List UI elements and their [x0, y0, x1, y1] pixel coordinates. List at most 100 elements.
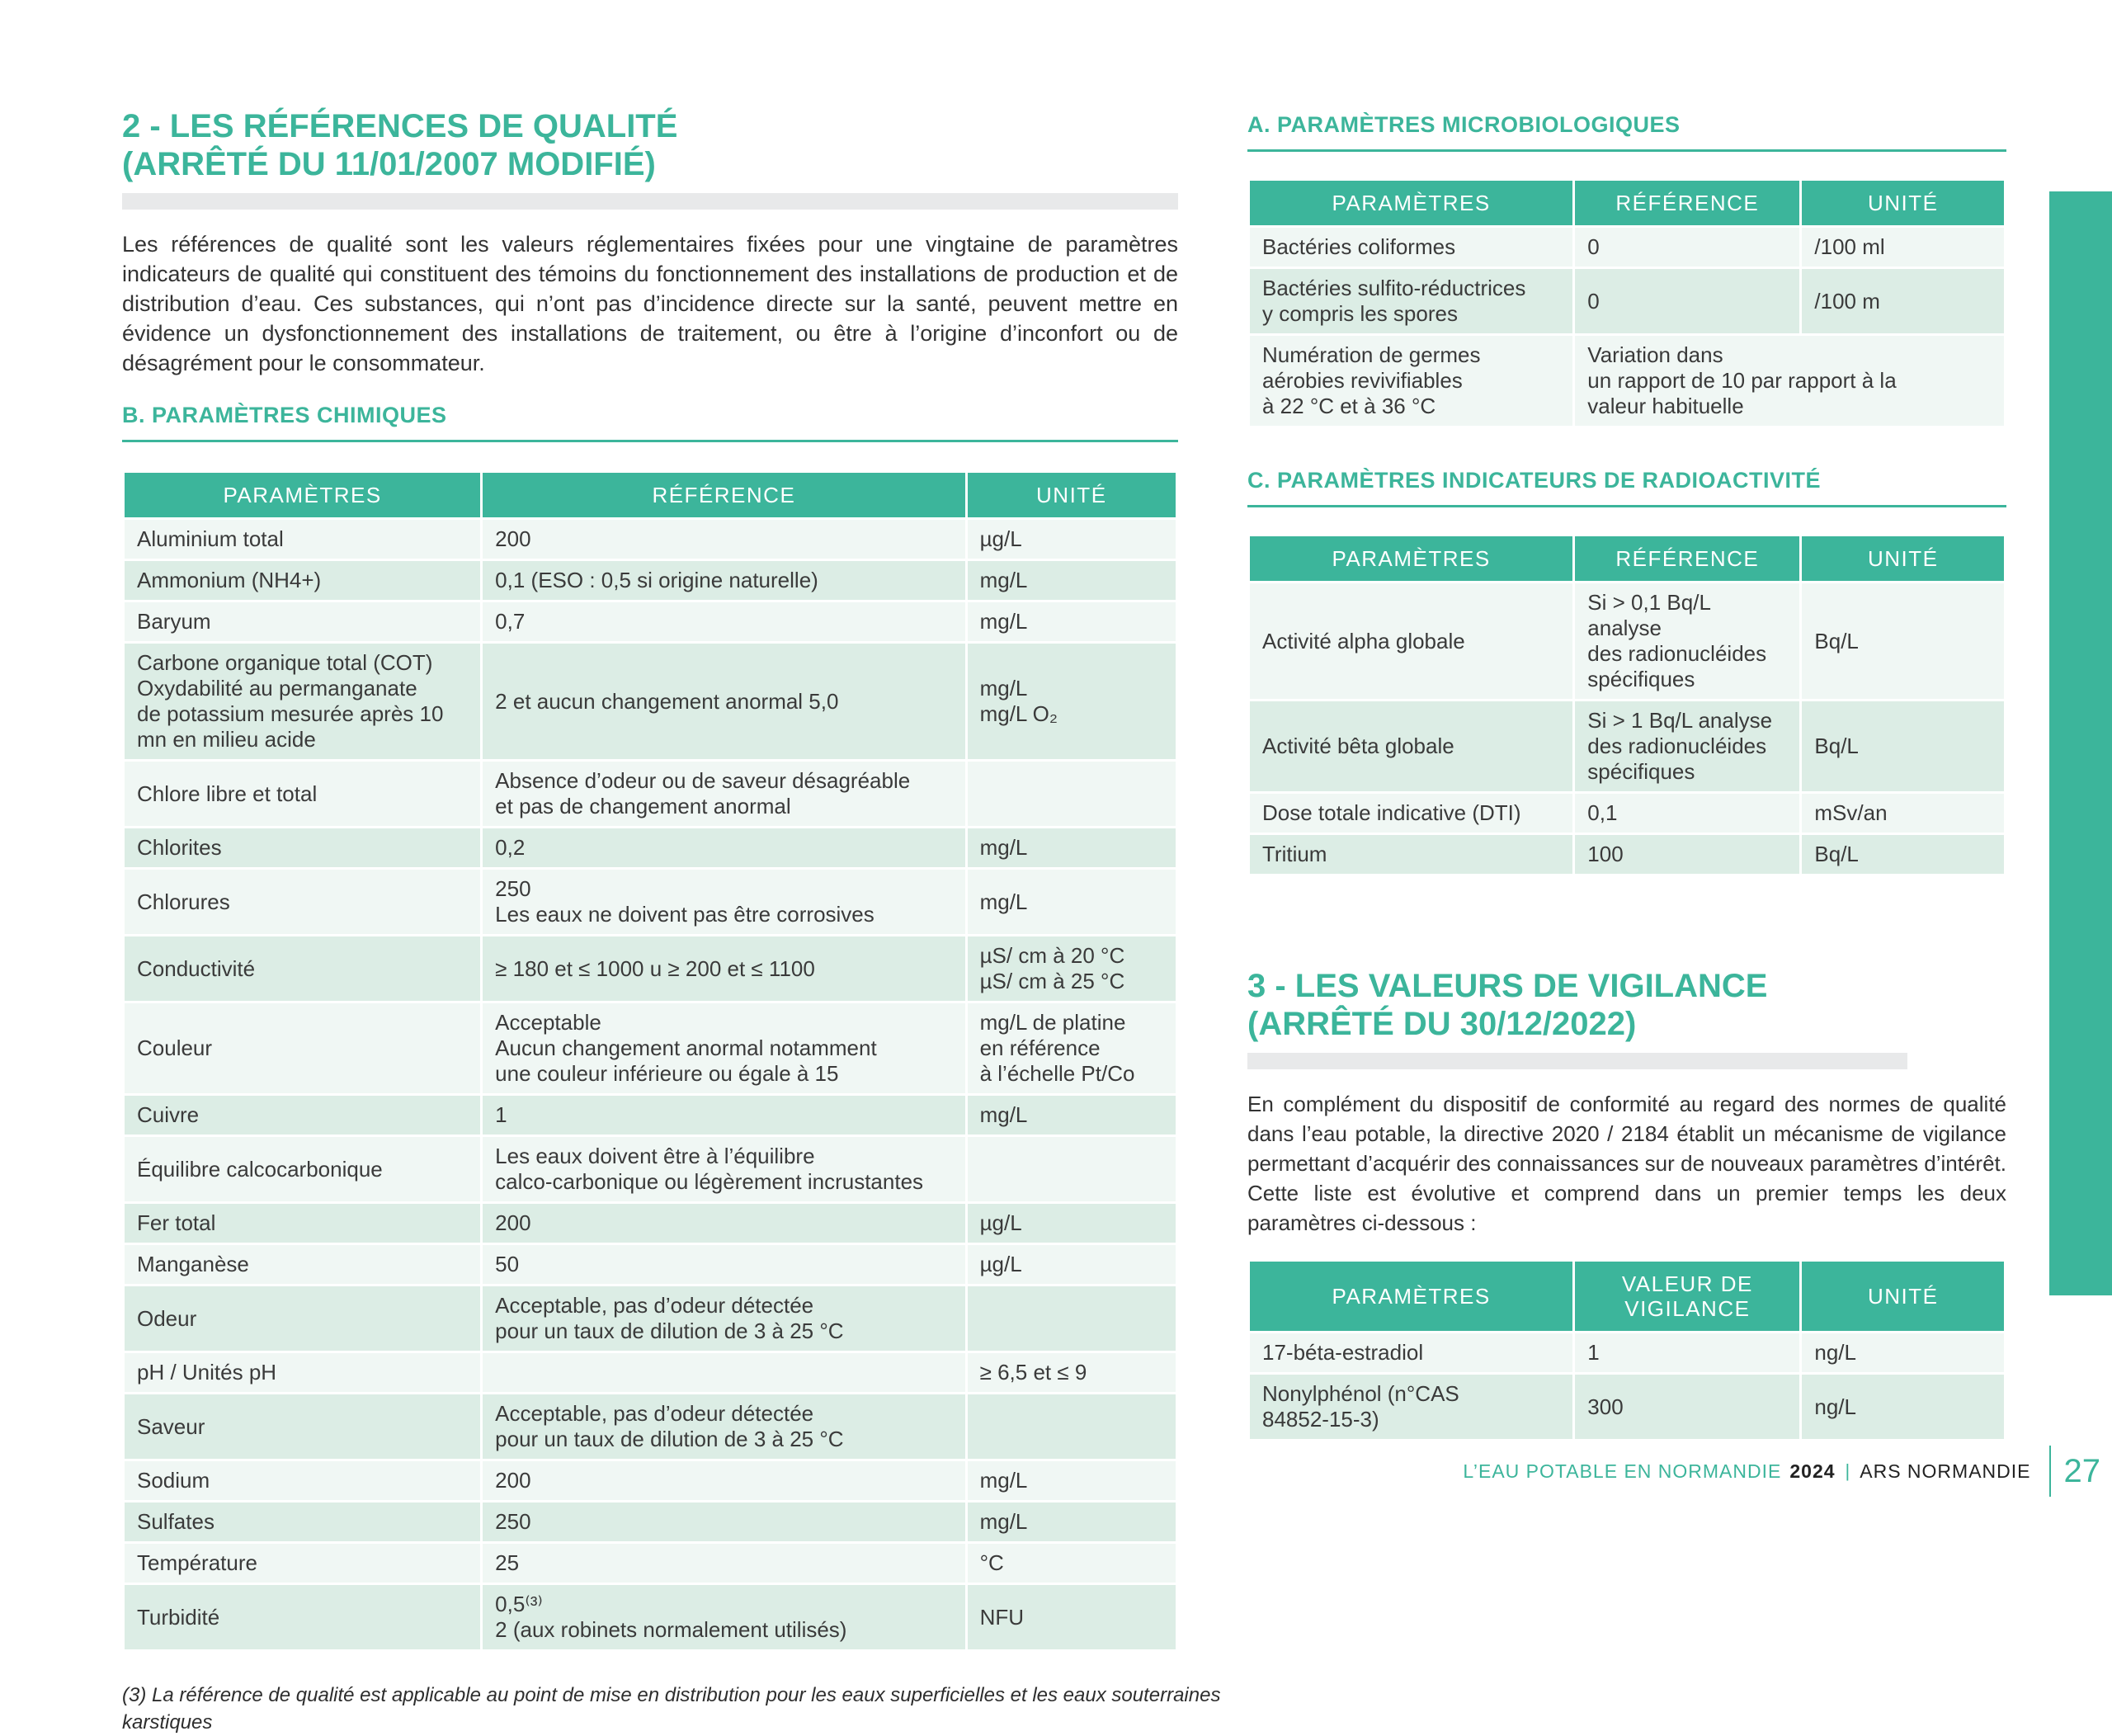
table-cell: Bactéries coliformes	[1247, 225, 1576, 269]
table-cell: Tritium	[1247, 833, 1576, 876]
column-header-reference: RÉFÉRENCE	[480, 470, 968, 520]
table-cell: /100 ml	[1799, 225, 2006, 269]
table-header-row: PARAMÈTRES RÉFÉRENCE UNITÉ	[1247, 534, 2006, 583]
subsection-c-rule	[1247, 505, 2006, 507]
table-cell: °C	[964, 1541, 1179, 1585]
table-cell: 2 et aucun changement anormal 5,0	[480, 641, 968, 762]
table-cell: ≥ 180 et ≤ 1000 u ≥ 200 et ≤ 1100	[480, 934, 968, 1003]
column-header-unite: UNITÉ	[964, 470, 1179, 520]
table-cell: ng/L	[1799, 1372, 2006, 1441]
table-cell: Saveur	[121, 1392, 483, 1461]
table-cell	[480, 1351, 968, 1394]
table-cell: Sulfates	[121, 1500, 483, 1544]
table-cell: µg/L	[964, 1243, 1179, 1286]
table-row: Activité bêta globale Si > 1 Bq/L analyse…	[1247, 699, 2006, 794]
subsection-c-heading: C. PARAMÈTRES INDICATEURS DE RADIOACTIVI…	[1247, 468, 1822, 493]
table-cell: Numération de germes aérobies revivifiab…	[1247, 333, 1576, 428]
column-header-parametres: PARAMÈTRES	[1247, 1259, 1576, 1333]
subsection-b-heading: B. PARAMÈTRES CHIMIQUES	[122, 403, 447, 427]
left-column: 2 - LES RÉFÉRENCES DE QUALITÉ (ARRÊTÉ DU…	[121, 107, 1220, 1736]
footnote: (3) La référence de qualité est applicab…	[122, 1684, 1221, 1734]
table-cell: 0,5⁽³⁾ 2 (aux robinets normalement utili…	[480, 1583, 968, 1652]
table-cell: Fer total	[121, 1201, 483, 1245]
table-cell: Couleur	[121, 1001, 483, 1096]
table-cell: Équilibre calcocarbonique	[121, 1135, 483, 1204]
footer-organization: ARS NORMANDIE	[1860, 1460, 2031, 1482]
section2-intro-paragraph: Les références de qualité sont les valeu…	[122, 232, 1178, 375]
table-cell: mg/L	[964, 826, 1179, 870]
table-cell: Aluminium total	[121, 517, 483, 561]
page-footer: L’EAU POTABLE EN NORMANDIE 2024 | ARS NO…	[1463, 1446, 2100, 1497]
title-underline-band	[1247, 1053, 1907, 1069]
table-row: Sodium 200 mg/L	[121, 1459, 1179, 1502]
table-cell: Activité alpha globale	[1247, 581, 1576, 701]
subsection-a-heading: A. PARAMÈTRES MICROBIOLOGIQUES	[1247, 112, 1681, 137]
table-cell: Variation dans un rapport de 10 par rapp…	[1572, 333, 2006, 428]
table-row: Sulfates 250 mg/L	[121, 1500, 1179, 1544]
table-cell: 25	[480, 1541, 968, 1585]
table-cell: Chlorites	[121, 826, 483, 870]
table-cell: Dose totale indicative (DTI)	[1247, 791, 1576, 835]
table-row: pH / Unités pH ≥ 6,5 et ≤ 9	[121, 1351, 1179, 1394]
table-cell: µg/L	[964, 517, 1179, 561]
footer-separator: |	[1845, 1460, 1850, 1481]
column-header-parametres: PARAMÈTRES	[1247, 178, 1576, 228]
table-cell: Carbone organique total (COT) Oxydabilit…	[121, 641, 483, 762]
section2-title: 2 - LES RÉFÉRENCES DE QUALITÉ (ARRÊTÉ DU…	[122, 107, 1178, 183]
subsection-a-rule	[1247, 149, 2006, 152]
section2-title-line2: (ARRÊTÉ DU 11/01/2007 MODIFIÉ)	[122, 146, 656, 182]
table-cell	[964, 759, 1179, 828]
table-cell	[964, 1135, 1179, 1204]
page-edge-accent-bar	[2049, 191, 2112, 1295]
table-header-row: PARAMÈTRES VALEUR DE VIGILANCE UNITÉ	[1247, 1259, 2006, 1333]
table-cell: mg/L	[964, 600, 1179, 644]
table-row: Saveur Acceptable, pas d’odeur détectée p…	[121, 1392, 1179, 1461]
column-header-reference: RÉFÉRENCE	[1572, 534, 1803, 583]
table-cell: Si > 1 Bq/L analyse des radionucléides s…	[1572, 699, 1803, 794]
chemical-parameters-table: PARAMÈTRES RÉFÉRENCE UNITÉ Aluminium tot…	[121, 470, 1179, 1652]
column-header-parametres: PARAMÈTRES	[121, 470, 483, 520]
table-row: Chlorites 0,2 mg/L	[121, 826, 1179, 870]
table-row: Équilibre calcocarbonique Les eaux doiven…	[121, 1135, 1179, 1204]
column-header-unite: UNITÉ	[1799, 178, 2006, 228]
table-cell: mg/L mg/L O₂	[964, 641, 1179, 762]
table-row: Dose totale indicative (DTI) 0,1 mSv/an	[1247, 791, 2006, 835]
table-cell: Température	[121, 1541, 483, 1585]
table-cell: Ammonium (NH4+)	[121, 559, 483, 602]
table-cell: 0	[1572, 225, 1803, 269]
table-cell: ≥ 6,5 et ≤ 9	[964, 1351, 1179, 1394]
vigilance-values-table: PARAMÈTRES VALEUR DE VIGILANCE UNITÉ 17-…	[1247, 1259, 2006, 1441]
table-row: Activité alpha globale Si > 0,1 Bq/L anal…	[1247, 581, 2006, 701]
section2-title-line1: 2 - LES RÉFÉRENCES DE QUALITÉ	[122, 108, 678, 144]
table-cell: mg/L	[964, 1093, 1179, 1137]
microbiological-parameters-table: PARAMÈTRES RÉFÉRENCE UNITÉ Bactéries col…	[1247, 178, 2006, 428]
table-cell: Nonylphénol (n°CAS 84852-15-3)	[1247, 1372, 1576, 1441]
table-cell: mg/L	[964, 559, 1179, 602]
right-column: A. PARAMÈTRES MICROBIOLOGIQUES PARAMÈTRE…	[1247, 107, 2006, 1441]
table-cell: Cuivre	[121, 1093, 483, 1137]
table-cell: 100	[1572, 833, 1803, 876]
table-row: Conductivité ≥ 180 et ≤ 1000 u ≥ 200 et ≤…	[121, 934, 1179, 1003]
table-cell: Turbidité	[121, 1583, 483, 1652]
table-row: Couleur Acceptable Aucun changement anorm…	[121, 1001, 1179, 1096]
table-cell: 0,1 (ESO : 0,5 si origine naturelle)	[480, 559, 968, 602]
table-cell: 250 Les eaux ne doivent pas être corrosi…	[480, 867, 968, 936]
table-cell: 250	[480, 1500, 968, 1544]
table-cell: mg/L	[964, 1459, 1179, 1502]
table-row: Numération de germes aérobies revivifiab…	[1247, 333, 2006, 428]
section3-title: 3 - LES VALEURS DE VIGILANCE (ARRÊTÉ DU …	[1247, 967, 2006, 1043]
section3-title-line2: (ARRÊTÉ DU 30/12/2022)	[1247, 1006, 1637, 1042]
table-row: Odeur Acceptable, pas d’odeur détectée po…	[121, 1284, 1179, 1353]
title-underline-band	[122, 193, 1178, 210]
table-row: Ammonium (NH4+) 0,1 (ESO : 0,5 si origine…	[121, 559, 1179, 602]
table-cell: Baryum	[121, 600, 483, 644]
table-cell	[964, 1284, 1179, 1353]
column-header-parametres: PARAMÈTRES	[1247, 534, 1576, 583]
table-cell: 50	[480, 1243, 968, 1286]
table-cell: 1	[1572, 1331, 1803, 1375]
table-cell: Sodium	[121, 1459, 483, 1502]
column-header-unite: UNITÉ	[1799, 534, 2006, 583]
table-cell: pH / Unités pH	[121, 1351, 483, 1394]
table-cell: Odeur	[121, 1284, 483, 1353]
table-cell: 17-béta-estradiol	[1247, 1331, 1576, 1375]
